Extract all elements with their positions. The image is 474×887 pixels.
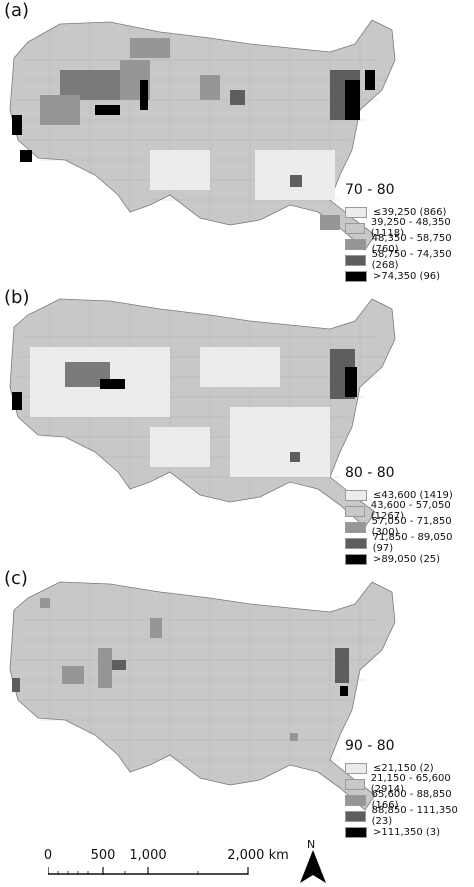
legend-label: >89,050 (25): [373, 553, 441, 565]
legend-swatch: [345, 270, 367, 282]
legend-swatch: [345, 810, 366, 822]
county-shading-b: [12, 347, 357, 477]
legend-swatch: [345, 505, 365, 517]
county-shading-a: [12, 38, 375, 230]
legend-swatch: [345, 238, 366, 250]
north-arrow-icon: N: [300, 838, 326, 883]
legend-row: 48,350 - 58,750 (760): [345, 233, 474, 255]
map-panel-b: (b) 80 - 80 ≤43,600 (1419) 43,600 - 57,0…: [0, 287, 474, 567]
north-label: N: [307, 838, 316, 851]
legend-row: 39,250 - 48,350 (1118): [345, 217, 474, 239]
legend-row: 43,600 - 57,050 (1267): [345, 500, 474, 522]
county-map-b: [9, 298, 396, 528]
map-panel-a: (a) 70 - 80 ≤39,250 (866) 39,250 - 48,35…: [0, 0, 474, 290]
legend-row: 57,050 - 71,850 (300): [345, 516, 474, 538]
legend-a: 70 - 80 ≤39,250 (866) 39,250 - 48,350 (1…: [345, 182, 474, 284]
legend-title-a: 70 - 80: [345, 182, 395, 198]
legend-label: 58,750 - 74,350 (268): [371, 249, 452, 271]
county-texture-c: [16, 584, 385, 782]
panel-label-b: (b): [4, 287, 30, 308]
legend-label: ≤43,600 (1419): [373, 489, 453, 501]
legend-row: >111,350 (3): [345, 824, 474, 840]
legend-row: ≤39,250 (866): [345, 204, 474, 220]
legend-swatch: [345, 222, 365, 234]
legend-swatch: [345, 254, 366, 266]
legend-title-c: 90 - 80: [345, 738, 395, 754]
legend-label: ≤21,150 (2): [373, 762, 434, 774]
legend-row: 71,850 - 89,050 (97): [345, 532, 474, 554]
legend-row: 58,750 - 74,350 (268): [345, 249, 474, 271]
panel-label-a: (a): [4, 0, 30, 21]
legend-swatch: [345, 826, 367, 838]
legend-row: >74,350 (96): [345, 268, 474, 284]
legend-swatch: [345, 762, 367, 774]
legend-swatch: [345, 778, 365, 790]
scale-label-2000: 2,000 km: [227, 848, 289, 863]
scale-label-1000: 1,000: [129, 848, 167, 863]
legend-row: 65,600 - 88,850 (166): [345, 789, 474, 811]
county-map-a: [9, 19, 396, 251]
scale-ruler: [48, 867, 249, 875]
legend-row: ≤21,150 (2): [345, 760, 474, 776]
legend-swatch: [345, 521, 366, 533]
legend-label: 39,250 - 48,350 (1118): [370, 217, 451, 239]
county-map-c: [9, 581, 396, 811]
legend-row: ≤43,600 (1419): [345, 487, 474, 503]
legend-row: >89,050 (25): [345, 551, 474, 567]
scale-label-500: 500: [90, 848, 116, 863]
panel-label-c: (c): [4, 568, 28, 589]
legend-label: 71,850 - 89,050 (97): [372, 532, 453, 554]
scale-label-0: 0: [43, 848, 53, 863]
legend-swatch: [345, 553, 367, 565]
legend-b: 80 - 80 ≤43,600 (1419) 43,600 - 57,050 (…: [345, 465, 474, 567]
legend-row: 88,850 - 111,350 (23): [345, 805, 474, 827]
legend-swatch: [345, 794, 366, 806]
legend-swatch: [345, 489, 367, 501]
legend-c: 90 - 80 ≤21,150 (2) 21,150 - 65,600 (291…: [345, 738, 474, 840]
us-outline-c: [9, 581, 396, 811]
north-arrow-shape: [300, 850, 326, 883]
legend-row: 21,150 - 65,600 (2914): [345, 773, 474, 795]
county-shading-c: [12, 598, 349, 741]
legend-swatch: [345, 206, 367, 218]
legend-label: 88,850 - 111,350 (23): [371, 805, 458, 827]
legend-label: 43,600 - 57,050 (1267): [370, 500, 451, 522]
legend-label: ≤39,250 (866): [373, 206, 447, 218]
legend-title-b: 80 - 80: [345, 465, 395, 481]
legend-label: >111,350 (3): [373, 826, 441, 838]
legend-label: 21,150 - 65,600 (2914): [370, 773, 451, 795]
scale-bar: 0 500 1,000 2,000 km: [44, 848, 298, 880]
legend-label: >74,350 (96): [373, 270, 441, 282]
map-panel-c: (c) 90 - 80 ≤21,150 (2) 21,150 - 65,600 …: [0, 568, 474, 838]
legend-label: 48,350 - 58,750 (760): [371, 233, 452, 255]
legend-swatch: [345, 537, 367, 549]
legend-label: 65,600 - 88,850 (166): [371, 789, 452, 811]
legend-label: 57,050 - 71,850 (300): [371, 516, 452, 538]
